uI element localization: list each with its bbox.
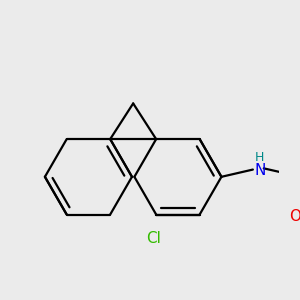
Text: Cl: Cl <box>146 231 160 246</box>
Text: H: H <box>255 151 264 164</box>
Text: O: O <box>289 209 300 224</box>
Text: N: N <box>254 163 266 178</box>
